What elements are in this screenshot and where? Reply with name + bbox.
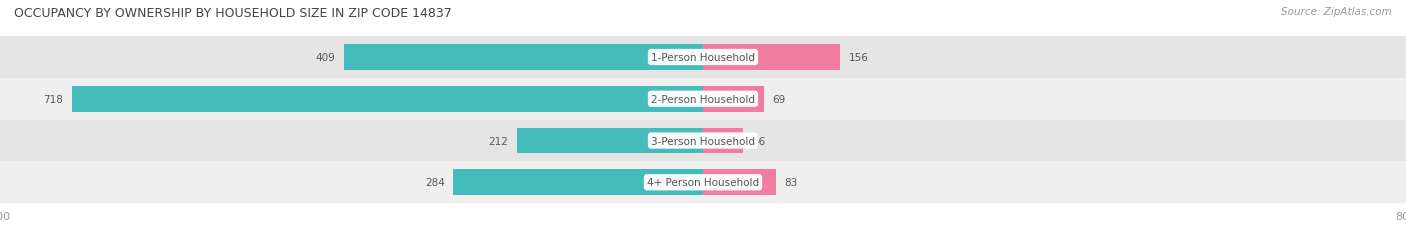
Text: 718: 718 <box>44 94 63 104</box>
Text: 2-Person Household: 2-Person Household <box>651 94 755 104</box>
Text: OCCUPANCY BY OWNERSHIP BY HOUSEHOLD SIZE IN ZIP CODE 14837: OCCUPANCY BY OWNERSHIP BY HOUSEHOLD SIZE… <box>14 7 451 20</box>
Bar <box>703 86 763 112</box>
Text: Source: ZipAtlas.com: Source: ZipAtlas.com <box>1281 7 1392 17</box>
Bar <box>0 37 1406 79</box>
Bar <box>0 79 1406 120</box>
Bar <box>703 128 744 154</box>
Bar <box>703 45 841 71</box>
Bar <box>343 45 703 71</box>
Text: 409: 409 <box>315 53 335 63</box>
Text: 4+ Person Household: 4+ Person Household <box>647 177 759 188</box>
Text: 1-Person Household: 1-Person Household <box>651 53 755 63</box>
Bar <box>517 128 703 154</box>
Bar <box>703 170 776 195</box>
Bar <box>72 86 703 112</box>
Text: 69: 69 <box>772 94 786 104</box>
Text: 46: 46 <box>752 136 765 146</box>
Text: 156: 156 <box>849 53 869 63</box>
Bar <box>453 170 703 195</box>
Bar <box>0 120 1406 162</box>
Text: 83: 83 <box>785 177 799 188</box>
Bar <box>0 162 1406 203</box>
Text: 212: 212 <box>488 136 508 146</box>
Text: 284: 284 <box>425 177 444 188</box>
Text: 3-Person Household: 3-Person Household <box>651 136 755 146</box>
